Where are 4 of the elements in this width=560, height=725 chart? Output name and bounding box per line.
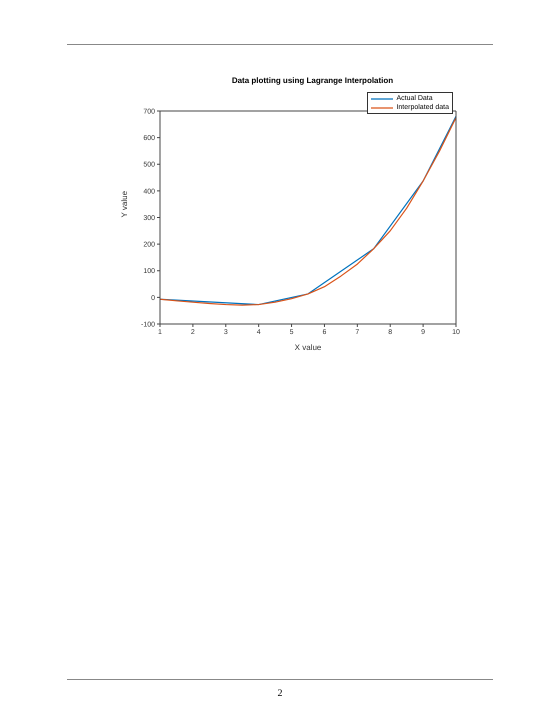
text: 2 — [276, 688, 284, 699]
y-axis-title: Y value — [120, 190, 129, 218]
x-axis-title: X value — [294, 343, 322, 352]
chart-title: Data plotting using Lagrange Interpolation — [230, 76, 394, 85]
